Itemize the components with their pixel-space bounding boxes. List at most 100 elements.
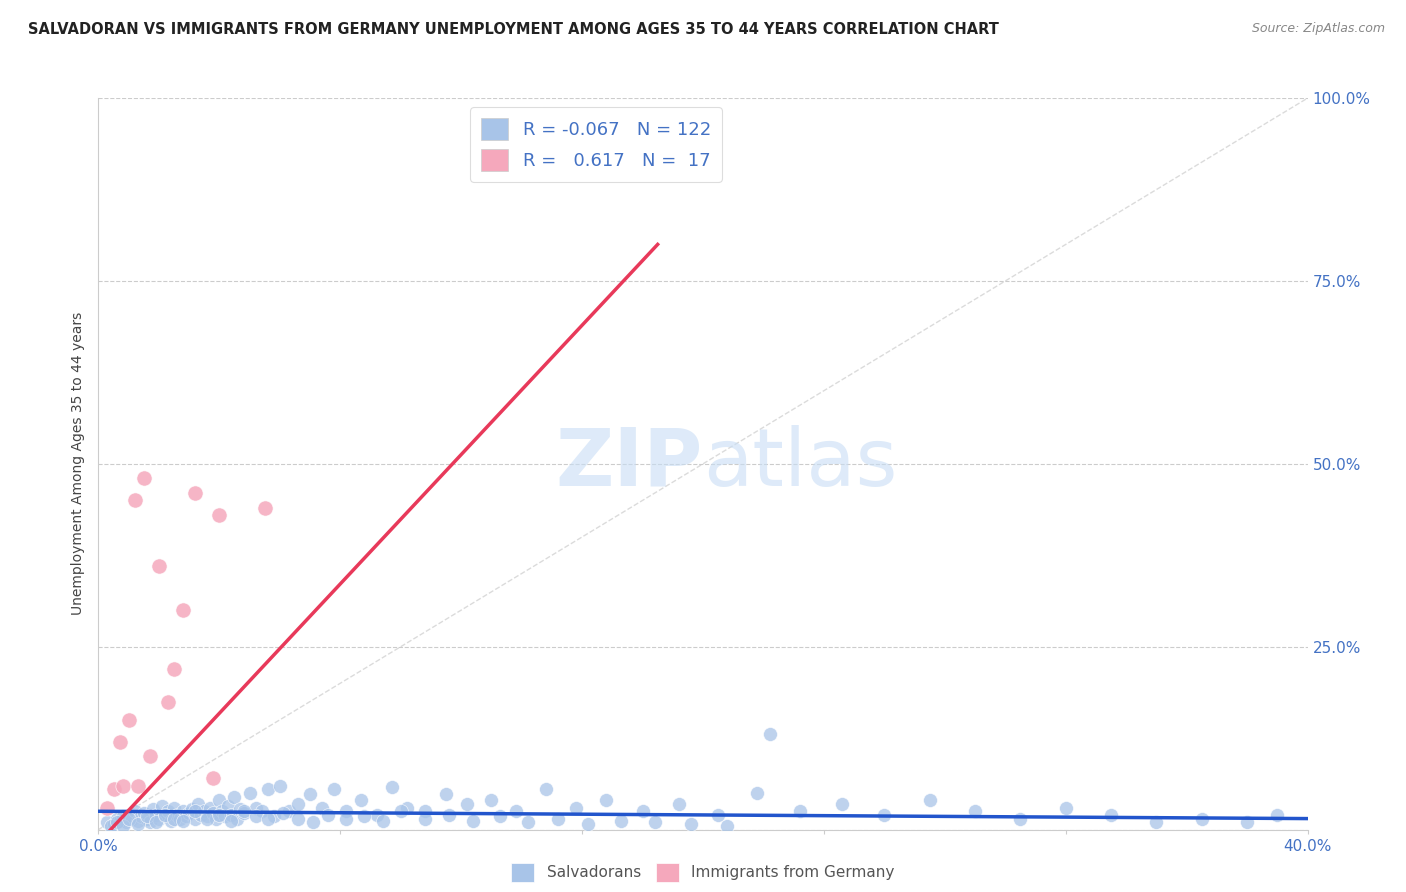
Point xyxy=(789,805,811,819)
Point xyxy=(263,809,285,823)
Point xyxy=(381,780,404,794)
Point xyxy=(202,806,225,821)
Point xyxy=(221,814,243,828)
Point xyxy=(610,814,633,828)
Point xyxy=(350,793,373,807)
Point xyxy=(747,786,769,800)
Point xyxy=(156,695,179,709)
Point xyxy=(205,812,228,826)
Point xyxy=(595,793,617,807)
Point xyxy=(166,808,188,822)
Point xyxy=(668,797,690,811)
Point xyxy=(150,799,173,814)
Point xyxy=(208,508,231,522)
Point xyxy=(145,815,167,830)
Point xyxy=(1236,815,1258,830)
Point xyxy=(229,802,252,816)
Point xyxy=(256,812,278,826)
Point xyxy=(323,782,346,797)
Point xyxy=(139,749,162,764)
Point xyxy=(463,814,485,828)
Point xyxy=(758,727,780,741)
Point xyxy=(565,800,588,814)
Point xyxy=(437,808,460,822)
Point xyxy=(195,809,218,823)
Point xyxy=(311,800,333,814)
Point xyxy=(413,805,436,819)
Point xyxy=(366,808,388,822)
Point xyxy=(118,713,141,727)
Point xyxy=(226,812,249,826)
Text: Source: ZipAtlas.com: Source: ZipAtlas.com xyxy=(1251,22,1385,36)
Point xyxy=(335,805,357,819)
Point xyxy=(456,797,478,811)
Point xyxy=(111,819,134,833)
Point xyxy=(335,812,357,826)
Point xyxy=(129,809,152,823)
Point xyxy=(108,814,131,828)
Point xyxy=(576,816,599,830)
Text: ZIP: ZIP xyxy=(555,425,703,503)
Point xyxy=(184,805,207,819)
Point xyxy=(1054,800,1077,814)
Point xyxy=(153,809,176,823)
Point xyxy=(111,779,134,793)
Point xyxy=(105,812,128,826)
Point xyxy=(395,800,418,814)
Point xyxy=(232,806,254,821)
Point xyxy=(371,814,394,828)
Point xyxy=(299,788,322,802)
Point xyxy=(965,805,987,819)
Point xyxy=(214,809,236,823)
Point xyxy=(169,812,191,826)
Point xyxy=(389,805,412,819)
Text: SALVADORAN VS IMMIGRANTS FROM GERMANY UNEMPLOYMENT AMONG AGES 35 TO 44 YEARS COR: SALVADORAN VS IMMIGRANTS FROM GERMANY UN… xyxy=(28,22,1000,37)
Point xyxy=(918,793,941,807)
Point xyxy=(184,812,207,826)
Point xyxy=(103,816,125,830)
Point xyxy=(111,809,134,823)
Point xyxy=(1191,812,1213,826)
Point xyxy=(96,800,118,814)
Point xyxy=(132,471,155,485)
Point xyxy=(135,809,157,823)
Point xyxy=(489,809,512,823)
Point xyxy=(121,812,143,826)
Point xyxy=(245,800,267,814)
Point xyxy=(163,662,186,676)
Point xyxy=(118,812,141,826)
Point xyxy=(142,802,165,816)
Point xyxy=(105,815,128,830)
Point xyxy=(179,806,201,821)
Point xyxy=(224,789,246,804)
Point xyxy=(193,805,215,819)
Point xyxy=(124,805,146,819)
Point xyxy=(505,805,527,819)
Point xyxy=(163,800,186,814)
Point xyxy=(202,772,225,786)
Point xyxy=(253,500,276,515)
Point xyxy=(316,808,339,822)
Point xyxy=(250,805,273,819)
Point xyxy=(287,812,309,826)
Point xyxy=(631,805,654,819)
Point xyxy=(256,782,278,797)
Legend: Salvadorans, Immigrants from Germany: Salvadorans, Immigrants from Germany xyxy=(505,857,901,888)
Point xyxy=(232,805,254,819)
Point xyxy=(707,808,730,822)
Point xyxy=(208,808,231,822)
Point xyxy=(172,805,194,819)
Point xyxy=(481,793,503,807)
Point xyxy=(124,493,146,508)
Point xyxy=(132,806,155,821)
Point xyxy=(353,809,375,823)
Point xyxy=(434,788,457,802)
Point xyxy=(145,808,167,822)
Point xyxy=(1267,808,1289,822)
Point xyxy=(516,815,538,830)
Point xyxy=(277,805,299,819)
Point xyxy=(163,812,186,826)
Point xyxy=(413,812,436,826)
Point xyxy=(118,808,141,822)
Point xyxy=(221,808,243,822)
